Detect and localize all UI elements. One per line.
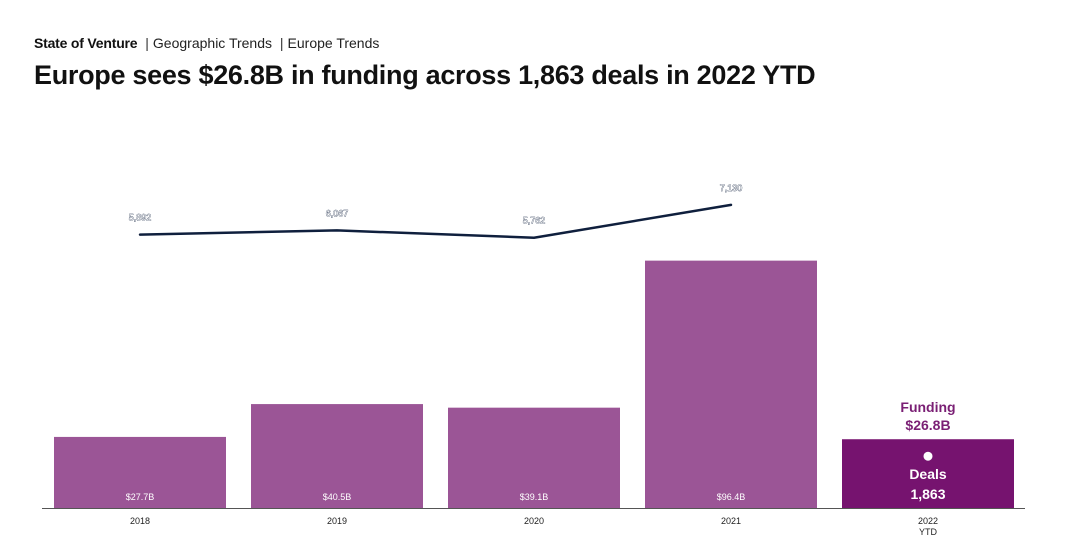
page-title: Europe sees $26.8B in funding across 1,8… [34, 60, 816, 90]
bar-value-label: $40.5B [323, 492, 352, 502]
highlight-deals-value: 1,863 [910, 486, 945, 502]
x-tick-sublabel: YTD [919, 527, 938, 537]
x-tick-label: 2021 [721, 516, 741, 526]
highlight-funding-label: Funding [900, 399, 955, 415]
highlight-deals-point [923, 451, 933, 461]
x-tick-label: 2019 [327, 516, 347, 526]
deals-point-label: 7,130 [720, 183, 743, 193]
highlight-deals-label: Deals [909, 466, 947, 482]
bar-2019 [251, 404, 423, 508]
bar-value-label: $96.4B [717, 492, 746, 502]
breadcrumb: State of Venture | Geographic Trends | Eur… [34, 35, 379, 51]
bar-2022 [842, 439, 1014, 508]
breadcrumb-subpage: Europe Trends [287, 35, 380, 51]
deals-point-label: 6,067 [326, 208, 349, 218]
x-tick-label: 2022 [918, 516, 938, 526]
breadcrumb-page: Geographic Trends [152, 35, 272, 51]
deals-line [138, 203, 733, 239]
bar-2021 [645, 260, 817, 508]
bar-value-label: $27.7B [126, 492, 155, 502]
bar-value-label: $39.1B [520, 492, 549, 502]
highlight-funding-value: $26.8B [905, 417, 950, 433]
deals-point-label: 5,762 [523, 216, 546, 226]
breadcrumb-separator: | [145, 35, 149, 51]
bar-2020 [448, 407, 620, 508]
bar-2018 [54, 436, 226, 508]
x-tick-label: 2018 [130, 516, 150, 526]
deals-point-label: 5,892 [129, 213, 152, 223]
breadcrumb-section: State of Venture [34, 35, 138, 51]
breadcrumb-separator: | [279, 35, 284, 51]
x-tick-label: 2020 [524, 516, 544, 526]
